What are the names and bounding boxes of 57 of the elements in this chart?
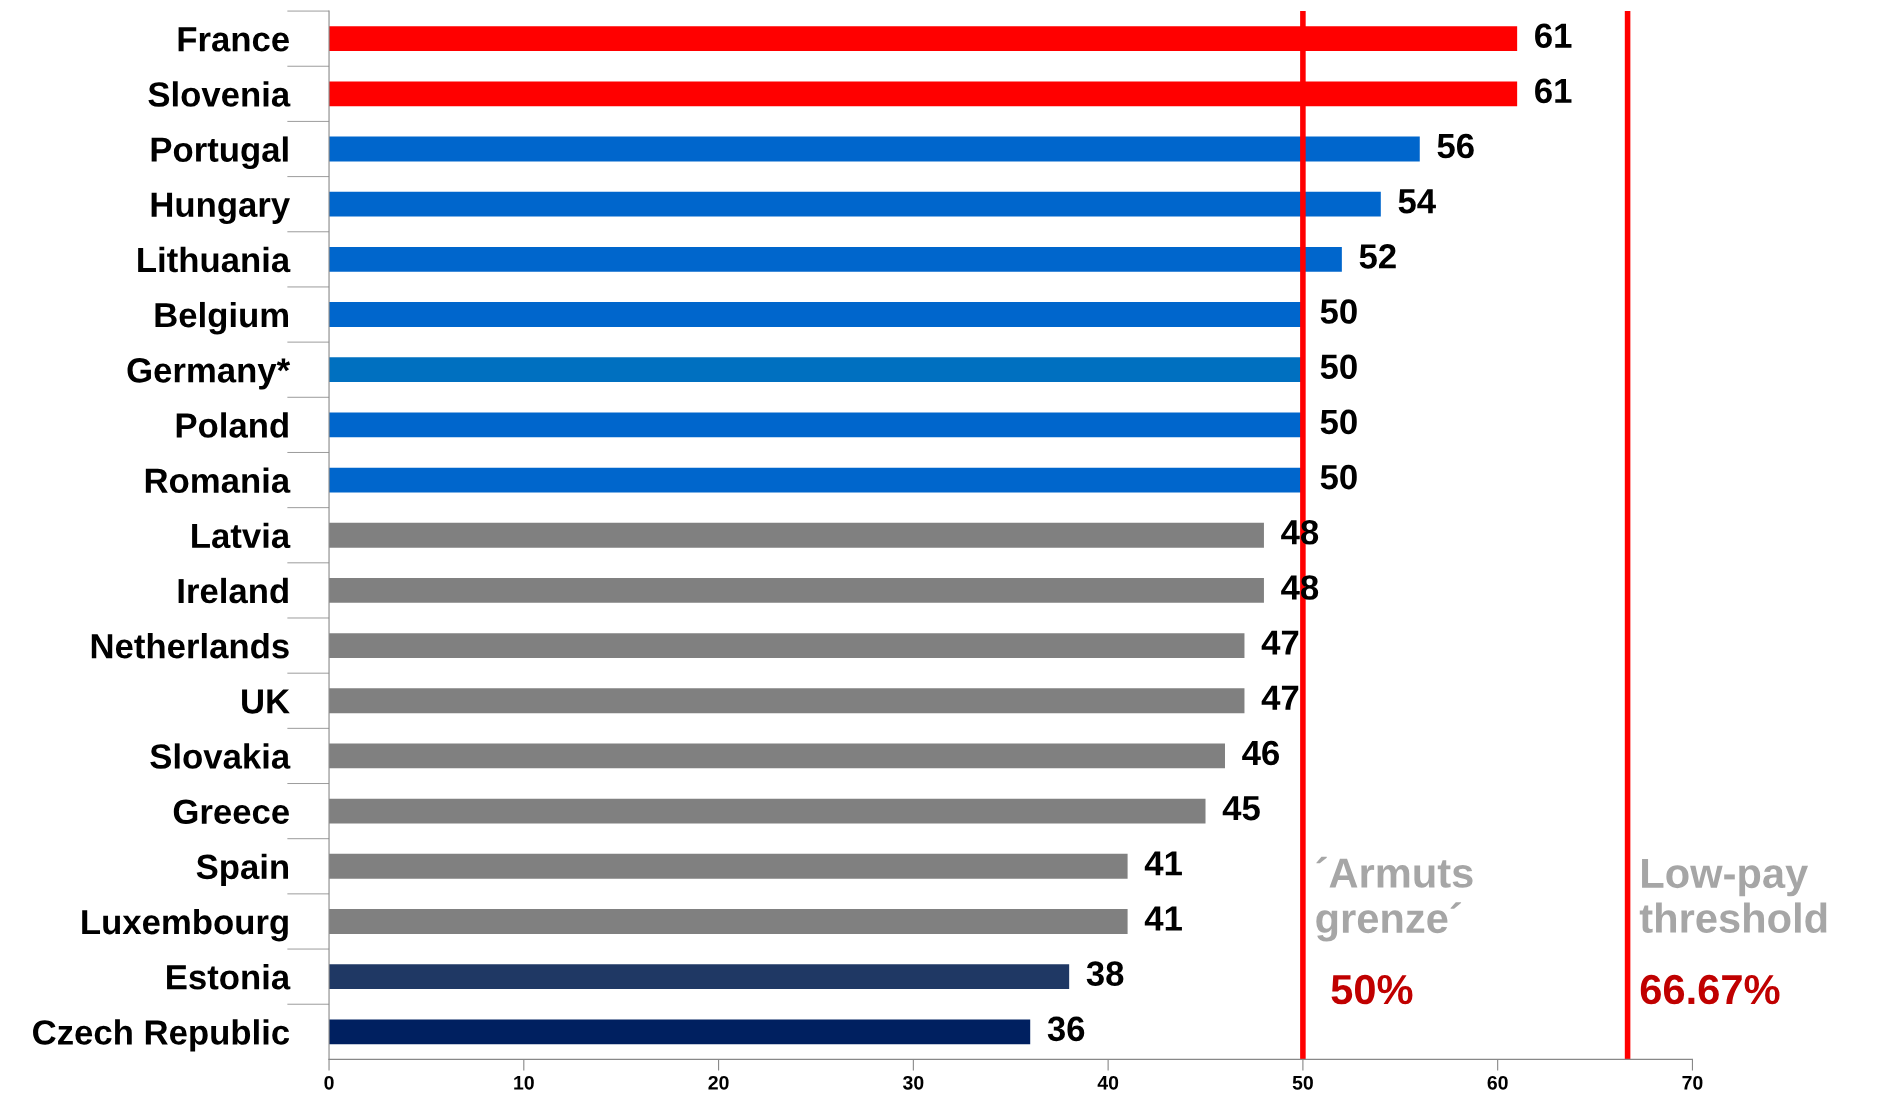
annotation: Low-pay threshold — [1639, 859, 1827, 934]
bar — [329, 1019, 1031, 1045]
data-label: 36 — [1047, 1016, 1085, 1042]
x-tick-label: 0 — [324, 1075, 334, 1090]
y-tick-label: Ireland — [178, 577, 288, 604]
bar — [329, 412, 1303, 438]
y-tick-label: France — [178, 27, 289, 52]
data-label: 61 — [1535, 23, 1572, 48]
data-label: 47 — [1261, 685, 1299, 710]
y-tick-label: Germany* — [127, 358, 291, 390]
bar — [329, 467, 1303, 493]
data-label: 52 — [1359, 244, 1396, 269]
data-label: 50 — [1320, 409, 1357, 435]
bar — [329, 136, 1420, 162]
data-label: 50 — [1320, 299, 1357, 324]
y-tick-label: Romania — [145, 467, 291, 493]
data-label: 41 — [1144, 906, 1182, 931]
x-tick-label: 50 — [1292, 1075, 1313, 1090]
y-tick-label: Czech Republic — [33, 1019, 290, 1052]
data-label: 46 — [1242, 740, 1280, 766]
x-tick-label: 70 — [1682, 1075, 1703, 1090]
y-tick-label: Belgium — [155, 301, 288, 335]
bar — [329, 964, 1070, 990]
y-tick-label: Hungary — [151, 192, 290, 225]
data-label: 54 — [1398, 189, 1436, 214]
data-label: 56 — [1437, 133, 1474, 159]
bar — [329, 246, 1342, 272]
y-tick-label: Slovenia — [148, 81, 291, 107]
y-tick-label: UK — [242, 689, 290, 714]
data-label: 41 — [1144, 851, 1182, 876]
y-tick-label: Lithuania — [138, 246, 291, 273]
data-label: 50 — [1320, 464, 1357, 490]
data-label: 50 — [1320, 354, 1357, 380]
x-tick-label: 40 — [1097, 1075, 1119, 1090]
y-tick-label: Luxembourg — [82, 908, 288, 942]
bar — [329, 302, 1303, 327]
y-tick-label: Latvia — [192, 522, 291, 549]
x-tick-label: 20 — [708, 1075, 729, 1090]
y-tick-label: Estonia — [167, 964, 291, 990]
data-label: 38 — [1086, 961, 1124, 987]
y-tick-label: Spain — [196, 853, 288, 887]
y-tick-label: Greece — [173, 799, 289, 825]
data-label: 47 — [1261, 630, 1299, 655]
x-tick-label: 60 — [1487, 1075, 1508, 1090]
y-tick-label: Netherlands — [91, 633, 289, 659]
y-tick-label: Portugal — [151, 136, 288, 169]
bar — [329, 191, 1381, 217]
y-tick-label: Poland — [176, 412, 288, 438]
annotation: ´Armuts grenze´ — [1316, 856, 1473, 942]
bar — [329, 357, 1303, 383]
data-label: 61 — [1535, 78, 1572, 104]
x-tick-label: 10 — [514, 1075, 534, 1090]
ref-line-label: 50% — [1331, 974, 1413, 1005]
y-tick-label: Slovakia — [150, 743, 291, 769]
data-label: 45 — [1222, 796, 1260, 821]
ref-line-label: 66.67% — [1640, 974, 1780, 1005]
x-tick-label: 30 — [902, 1075, 924, 1090]
